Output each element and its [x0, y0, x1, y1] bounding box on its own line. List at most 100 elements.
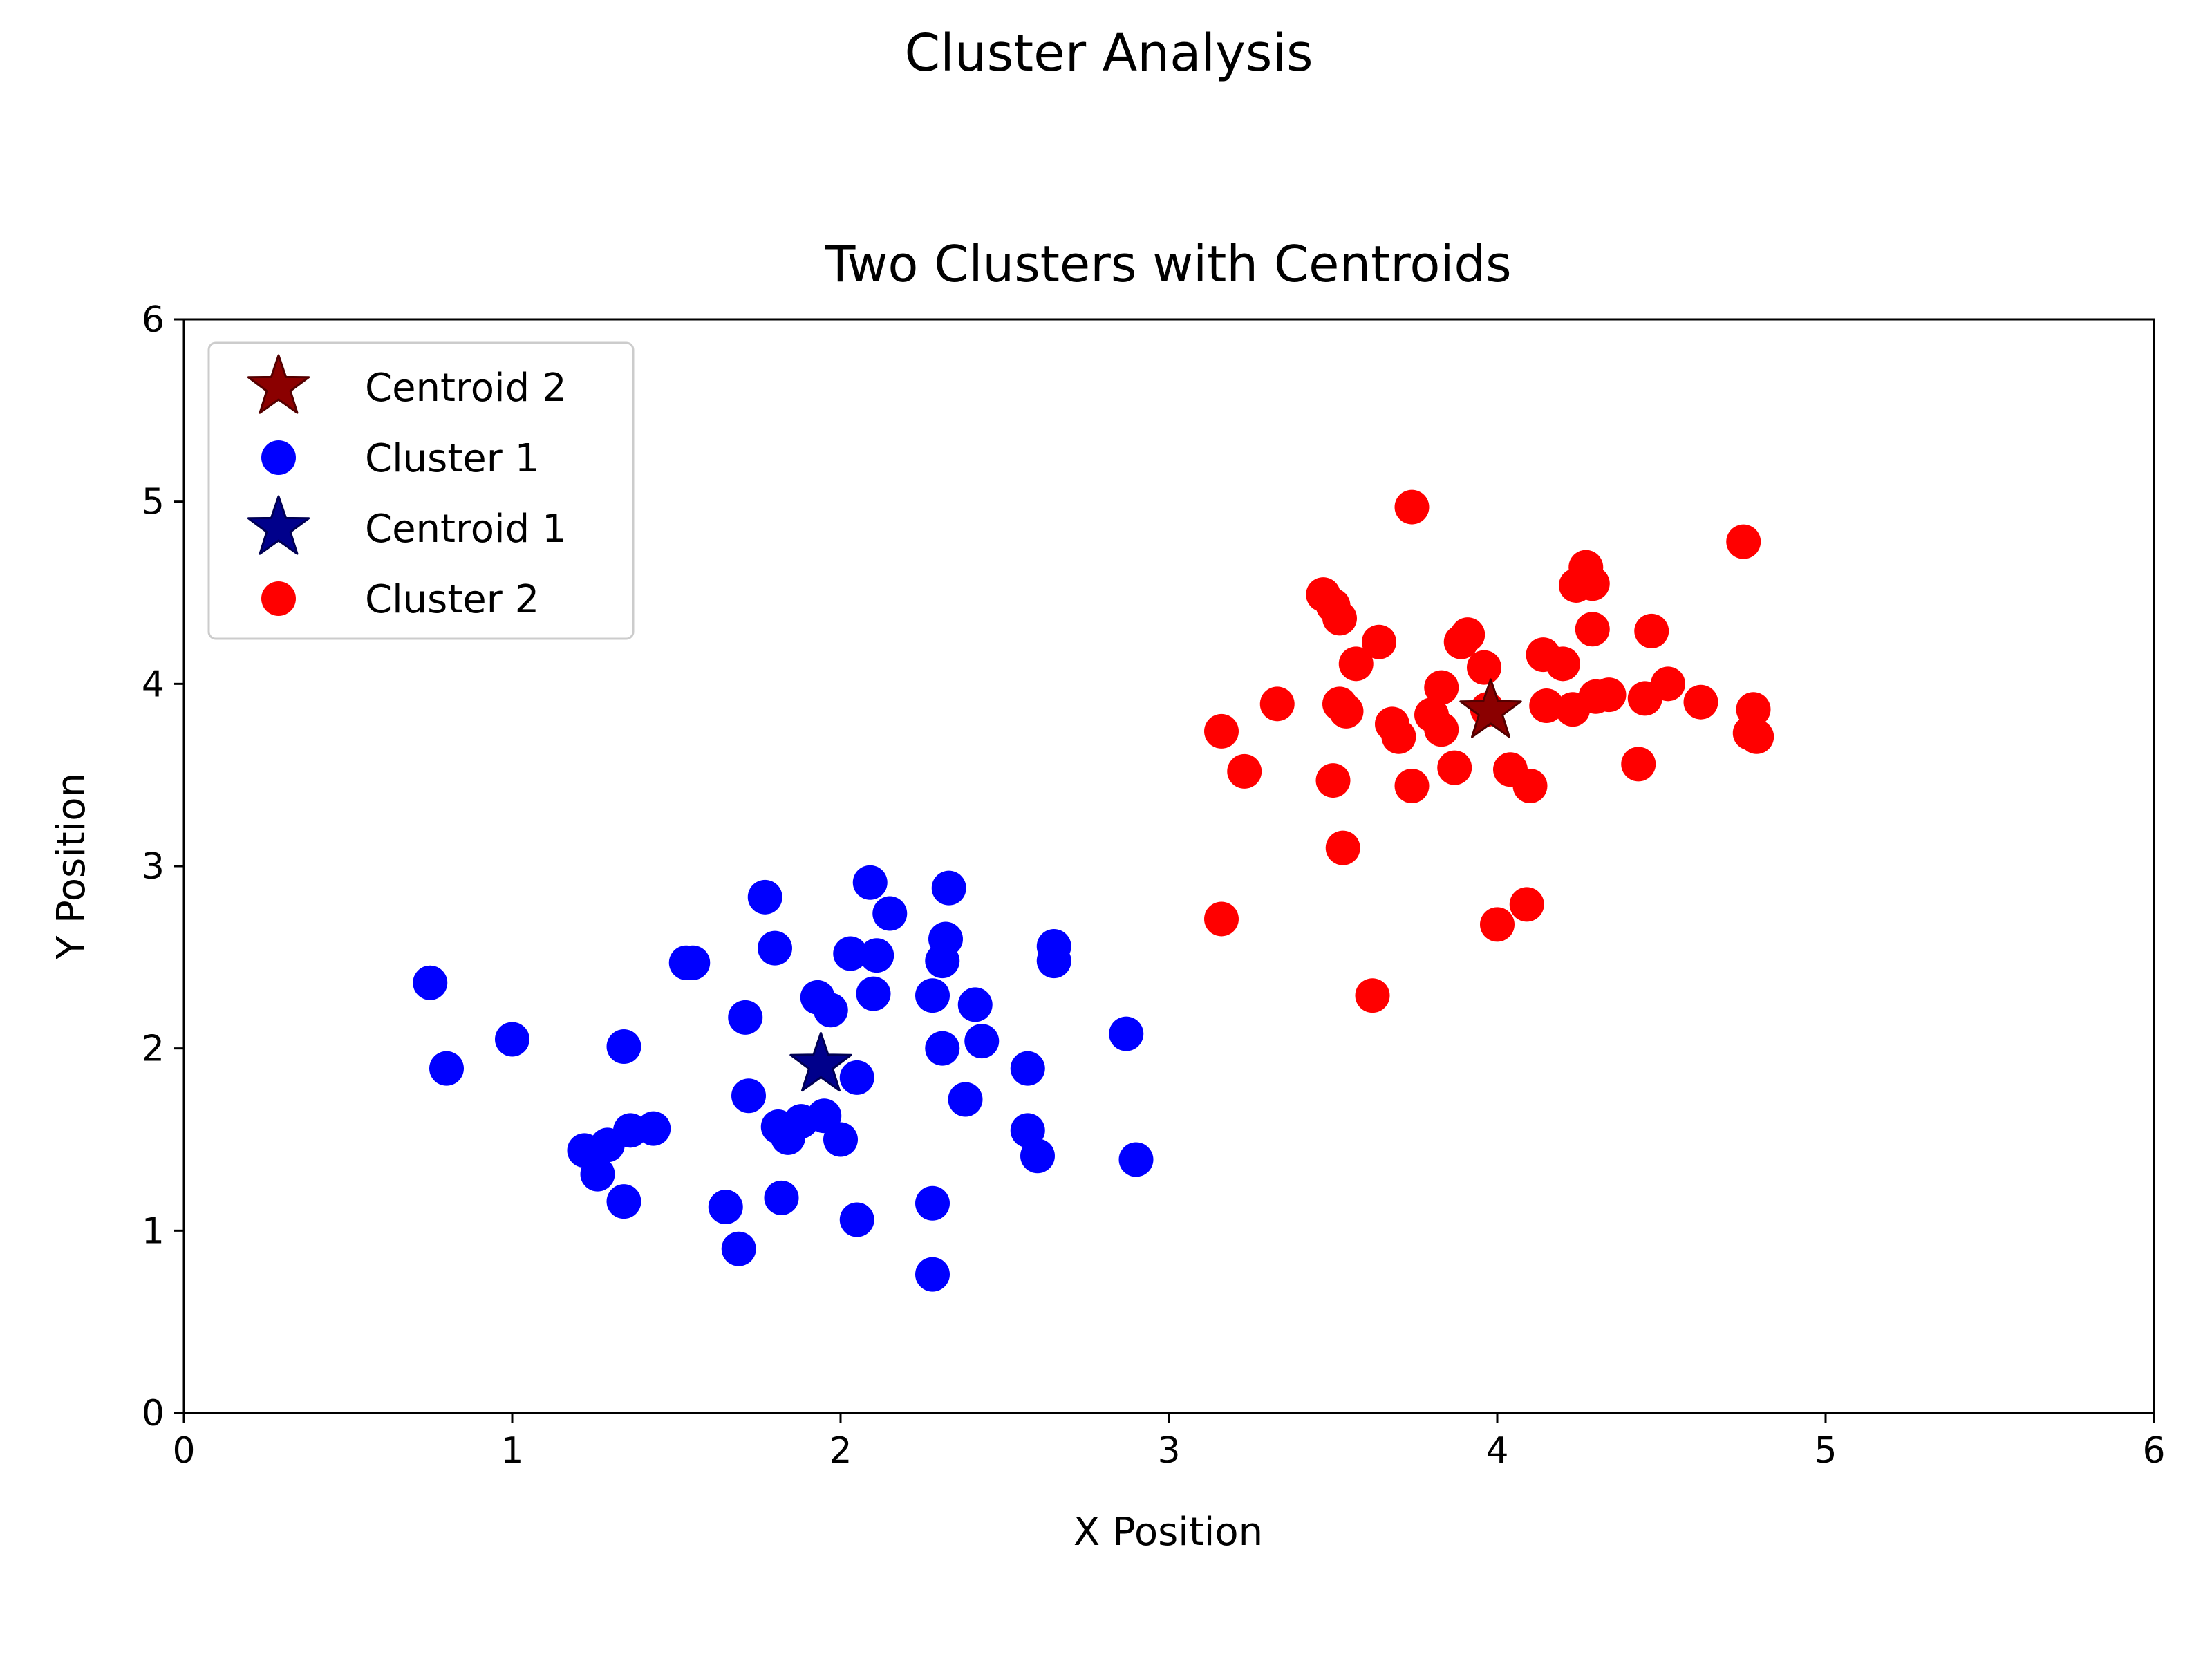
legend-label-centroid-2: Centroid 2: [365, 366, 567, 411]
cluster-2-point: [1325, 830, 1360, 865]
cluster-1-point: [1036, 944, 1071, 979]
cluster-2-point: [1509, 887, 1544, 922]
cluster-2-point: [1529, 688, 1564, 723]
cluster-2-point: [1736, 692, 1771, 727]
legend-swatch-centroid-1: [247, 495, 310, 555]
cluster-1-point: [839, 1060, 874, 1095]
legend: Centroid 2 Cluster 1 Centroid 1 Cluster 2: [207, 341, 635, 640]
cluster-2-point: [1424, 712, 1459, 747]
y-tick-label: 4: [142, 664, 165, 705]
cluster-2-point: [1739, 719, 1774, 754]
cluster-2-point: [1329, 693, 1364, 729]
cluster-1-point: [931, 870, 966, 906]
cluster-1-point: [915, 1257, 950, 1292]
legend-swatch-centroid-2: [247, 354, 310, 414]
cluster-1-point: [747, 879, 782, 915]
cluster-1-point: [813, 993, 848, 1028]
cluster-2-point: [1575, 566, 1610, 601]
x-axis-label: X Position: [1074, 1510, 1263, 1555]
cluster-1-point: [721, 1231, 756, 1266]
y-tick-label: 0: [142, 1393, 165, 1434]
cluster-2-point: [1437, 750, 1472, 785]
cluster-1-point: [859, 938, 894, 973]
cluster-1-point: [728, 1000, 763, 1035]
legend-label-cluster-1: Cluster 1: [365, 436, 539, 481]
cluster-2-point: [1591, 677, 1627, 713]
legend-box: [207, 341, 635, 640]
cluster-1-point: [872, 896, 908, 931]
cluster-1-point: [915, 978, 950, 1013]
legend-swatch-cluster-1: [261, 440, 296, 475]
cluster-1-point: [675, 945, 711, 980]
y-tick-label: 2: [142, 1029, 165, 1070]
cluster-2-point: [1621, 747, 1656, 782]
cluster-2-point: [1683, 684, 1718, 720]
x-tick-label: 4: [1485, 1430, 1508, 1472]
cluster-1-point: [429, 1051, 464, 1086]
y-tick-label: 6: [142, 299, 165, 341]
cluster-1-point: [852, 865, 888, 900]
cluster-2-point: [1315, 763, 1351, 798]
cluster-1-point: [731, 1078, 766, 1114]
x-tick-label: 1: [500, 1430, 523, 1472]
cluster-2-point: [1575, 612, 1610, 647]
cluster-2-point: [1394, 489, 1430, 525]
legend-swatch-cluster-2: [261, 581, 296, 616]
cluster-1-point: [1020, 1138, 1055, 1174]
figure-title: Cluster Analysis: [904, 24, 1313, 83]
y-tick-label: 3: [142, 846, 165, 888]
x-tick-label: 0: [172, 1430, 195, 1472]
plot-area: [413, 489, 1774, 1292]
cluster-2-point: [1362, 624, 1396, 659]
centroid-2-marker: [1459, 678, 1522, 738]
cluster-2-point: [1512, 768, 1548, 803]
cluster-2-point: [1467, 650, 1501, 685]
cluster-2-point: [1322, 601, 1357, 636]
x-tick-label: 5: [1814, 1430, 1837, 1472]
cluster-2-point: [1338, 646, 1374, 682]
cluster-2-point: [1355, 978, 1390, 1013]
cluster-2-point: [1381, 719, 1416, 754]
legend-label-centroid-1: Centroid 1: [365, 507, 567, 552]
cluster-1-point: [833, 936, 868, 971]
cluster-1-point: [758, 930, 792, 966]
y-tick-label: 1: [142, 1210, 165, 1252]
cluster-1-point: [1010, 1051, 1045, 1086]
centroid-1-marker: [789, 1031, 852, 1092]
cluster-2-point: [1651, 666, 1685, 702]
cluster-2-point: [1204, 901, 1239, 937]
cluster-1-point: [580, 1156, 615, 1192]
cluster-2-point: [1394, 768, 1430, 803]
cluster-1-point: [856, 976, 891, 1011]
chart-title: Two Clusters with Centroids: [824, 235, 1511, 293]
x-tick-label: 6: [2142, 1430, 2165, 1472]
cluster-2-point: [1546, 646, 1580, 682]
cluster-2-point: [1634, 613, 1669, 648]
cluster-1-point: [708, 1190, 743, 1225]
cluster-1-point: [839, 1202, 874, 1237]
cluster-1-point: [948, 1082, 983, 1117]
y-tick-label: 5: [142, 482, 165, 523]
cluster-1-point: [495, 1022, 529, 1057]
cluster-1-point: [915, 1185, 950, 1221]
cluster-1-point: [823, 1122, 858, 1157]
y-axis-label: Y Position: [49, 773, 94, 960]
cluster-2-point: [1227, 753, 1262, 789]
cluster-1-point: [606, 1184, 641, 1219]
cluster-1-point: [957, 987, 993, 1022]
cluster-1-point: [1109, 1016, 1144, 1051]
cluster-1-point: [413, 965, 448, 1000]
cluster-2-point: [1424, 670, 1459, 705]
x-tick-label: 2: [829, 1430, 852, 1472]
cluster-1-point: [928, 921, 963, 957]
cluster-2-point: [1480, 907, 1515, 942]
cluster-1-point: [1118, 1142, 1154, 1177]
cluster-1-point: [606, 1029, 641, 1065]
y-axis: 0 1 2 3 4 5 6: [142, 299, 184, 1434]
cluster-1-point: [636, 1111, 671, 1146]
legend-label-cluster-2: Cluster 2: [365, 577, 539, 622]
cluster-2-point: [1450, 617, 1485, 653]
x-tick-label: 3: [1157, 1430, 1180, 1472]
